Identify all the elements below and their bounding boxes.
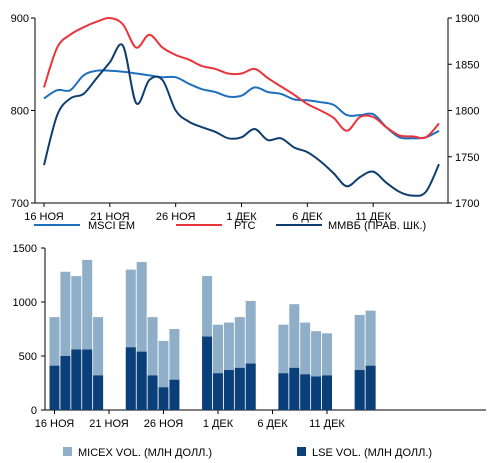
legend-label-rts: РТС (234, 220, 256, 232)
line-chart-x-tick-label: 11 ДЕК (355, 211, 391, 223)
bar-lse-vol (245, 363, 256, 410)
bar-lse-vol (234, 367, 245, 410)
legend-label-lse-vol: LSE VOL. (МЛН ДОЛЛ.) (312, 447, 432, 459)
bar-micex-vol (365, 310, 376, 410)
bar-lse-vol (93, 375, 104, 410)
line-chart-axes (34, 18, 449, 204)
bar-micex-vol (60, 271, 71, 410)
bar-micex-vol (300, 322, 311, 410)
bar-micex-vol (289, 304, 300, 410)
bar-chart-legend: MICEX VOL. (МЛН ДОЛЛ.) LSE VOL. (МЛН ДОЛ… (63, 447, 432, 459)
line-chart-left-tick-label: 700 (11, 198, 29, 210)
bar-lse-vol (60, 356, 71, 410)
bar-micex-vol (322, 333, 332, 410)
bar-micex-vol (158, 340, 169, 410)
bar-micex-vol (136, 262, 147, 410)
line-chart-right-tick-label: 1850 (455, 59, 479, 71)
line-chart-right-tick-label: 1750 (455, 152, 479, 164)
line-chart-series (43, 16, 440, 197)
legend-swatch-lse-vol (297, 447, 306, 456)
bar-chart-y-tick-label: 1000 (13, 297, 37, 309)
bar-chart-x-tick-label: 11 ДЕК (309, 418, 345, 430)
bar-lse-vol (213, 373, 223, 410)
bar-lse-vol (365, 365, 376, 410)
series-line-2 (43, 43, 440, 197)
bar-lse-vol (202, 336, 213, 410)
bar-micex-vol (71, 276, 82, 410)
bar-chart: 0 500 1000 1500 16 НОЯ 21 НОЯ 26 НОЯ 1 ДЕК 6 ДЕ… (13, 243, 486, 459)
bar-micex-vol (49, 317, 60, 410)
bar-lse-vol (125, 347, 136, 410)
bar-micex-vol (213, 324, 223, 410)
bar-lse-vol (300, 374, 311, 410)
bar-lse-vol (158, 387, 169, 410)
bar-micex-vol (223, 322, 234, 410)
bar-micex-vol (147, 317, 158, 410)
bar-chart-x-tick-label: 16 НОЯ (35, 418, 75, 430)
line-chart-x-ticks: 16 НОЯ 21 НОЯ 26 НОЯ 1 ДЕК 6 ДЕК 11 ДЕК (24, 203, 392, 223)
legend-label-micex: ММВБ (ПРАВ. ШК.) (328, 220, 426, 232)
line-chart-left-ticks: 700 800 900 (11, 13, 35, 210)
bar-lse-vol (223, 370, 234, 410)
bar-micex-vol (82, 259, 93, 410)
bar-chart-x-tick-label: 26 НОЯ (144, 418, 184, 430)
legend-swatch-micex-vol (63, 447, 72, 456)
bar-chart-x-tick-label: 21 НОЯ (89, 418, 129, 430)
bar-chart-y-tick-label: 1500 (13, 243, 37, 255)
legend-label-micex-vol: MICEX VOL. (МЛН ДОЛЛ.) (78, 447, 212, 459)
bar-chart-x-tick-label: 6 ДЕК (257, 418, 288, 430)
bar-lse-vol (71, 349, 82, 410)
bar-micex-vol (234, 317, 245, 410)
bar-lse-vol (169, 379, 180, 410)
line-chart-right-ticks: 1700 1750 1800 1850 1900 (448, 13, 479, 210)
bar-lse-vol (49, 365, 60, 410)
bar-micex-vol (245, 300, 256, 410)
bar-micex-vol (278, 324, 289, 410)
line-chart-right-tick-label: 1700 (455, 198, 479, 210)
line-chart-x-tick-label: 26 НОЯ (156, 211, 196, 223)
bar-micex-vol (311, 331, 322, 410)
bar-micex-vol (93, 317, 104, 410)
line-chart-right-tick-label: 1800 (455, 106, 479, 118)
line-chart: 700 800 900 1700 1750 1800 1850 1900 16 НОЯ 21 … (11, 13, 480, 232)
line-chart-left-tick-label: 800 (11, 106, 29, 118)
line-chart-x-tick-label: 6 ДЕК (292, 211, 323, 223)
legend-label-msci: MSCI EM (88, 220, 135, 232)
bar-micex-vol (169, 329, 180, 410)
bar-lse-vol (147, 375, 158, 410)
line-chart-x-tick-label: 16 НОЯ (24, 211, 64, 223)
bar-lse-vol (289, 367, 300, 410)
bar-lse-vol (82, 349, 93, 410)
bar-chart-x-tick-label: 1 ДЕК (203, 418, 234, 430)
bar-lse-vol (311, 376, 322, 410)
line-chart-legend: MSCI EM РТС ММВБ (ПРАВ. ШК.) (34, 220, 426, 232)
bar-chart-y-tick-label: 0 (31, 405, 37, 417)
series-line-1 (43, 16, 440, 140)
line-chart-x-tick-label: 21 НОЯ (90, 211, 130, 223)
bar-chart-y-ticks: 0 500 1000 1500 (13, 243, 45, 417)
series-line-0 (43, 69, 440, 140)
bar-lse-vol (136, 351, 147, 410)
bar-chart-y-tick-label: 500 (19, 351, 37, 363)
bar-chart-bars (49, 259, 376, 410)
line-chart-left-tick-label: 900 (11, 13, 29, 25)
bar-lse-vol (322, 375, 332, 410)
line-chart-x-tick-label: 1 ДЕК (226, 211, 257, 223)
bar-chart-x-ticks: 16 НОЯ 21 НОЯ 26 НОЯ 1 ДЕК 6 ДЕК 11 ДЕК (35, 410, 345, 430)
line-chart-right-tick-label: 1900 (455, 13, 479, 25)
bar-lse-vol (354, 370, 365, 410)
bar-micex-vol (125, 269, 136, 410)
bar-lse-vol (278, 373, 289, 410)
bar-micex-vol (354, 314, 365, 410)
